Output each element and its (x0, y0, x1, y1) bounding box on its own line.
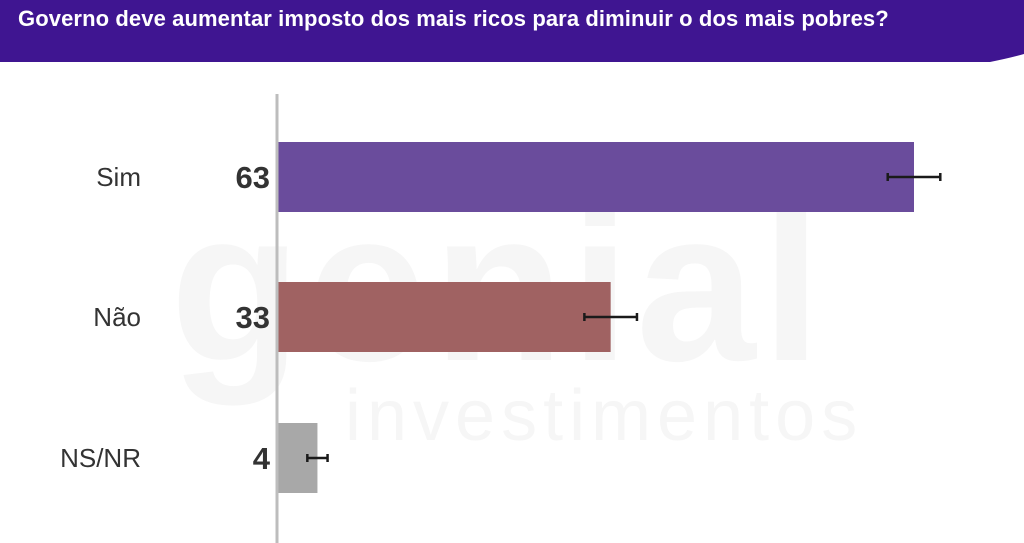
bar-chart: Sim 63 Não 33 NS/NR 4 (60, 94, 942, 543)
value-label-nao: 33 (236, 300, 270, 335)
category-label-sim: Sim (96, 162, 141, 192)
bar-nao (277, 282, 611, 352)
chart-title: Governo deve aumentar imposto dos mais r… (18, 6, 889, 31)
header-background (0, 0, 1024, 62)
value-label-ns-nr: 4 (253, 441, 271, 476)
category-label-nao: Não (93, 302, 141, 332)
header-banner: Governo deve aumentar imposto dos mais r… (0, 0, 1024, 62)
category-label-ns-nr: NS/NR (60, 443, 141, 473)
bar-sim (277, 142, 914, 212)
value-label-sim: 63 (236, 160, 270, 195)
